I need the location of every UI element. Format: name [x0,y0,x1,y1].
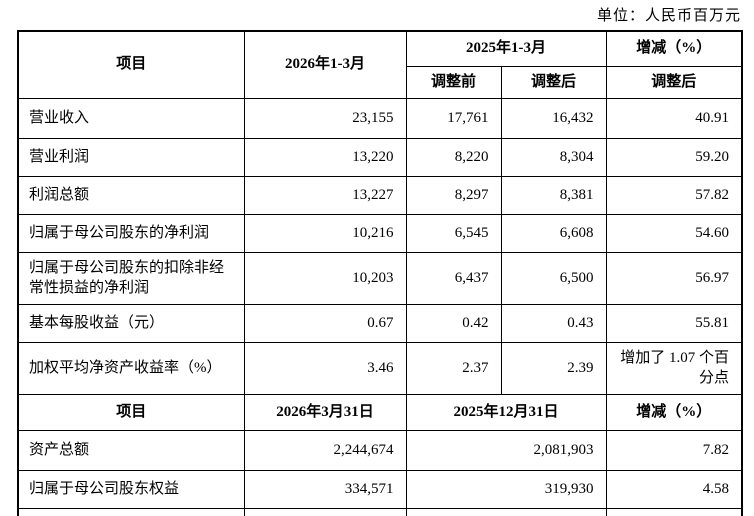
value-current: 334,571 [243,470,407,509]
value-change: 增加了 1.07 个百分点 [605,342,743,395]
value-prior: 2,081,903 [405,430,607,471]
table-row: 归属于母公司股东的扣除非经常性损益的净利润 10,203 6,437 6,500… [17,252,743,305]
value-current: 2,244,674 [243,430,407,471]
row-label: 资产总额 [17,430,245,471]
value-change: - [605,508,743,516]
value-before-adjust: 6,545 [405,214,502,253]
table-row: 归属于母公司股东权益 334,571 319,930 4.58 [17,470,743,509]
value-change: 40.91 [605,98,743,139]
value-after-adjust: 8,381 [500,176,607,215]
subheader-change-after-adjust: 调整后 [605,66,743,99]
table-row: 利润总额 13,227 8,297 8,381 57.82 [17,176,743,215]
value-change: 59.20 [605,138,743,177]
row-label: 总股本 [17,508,245,516]
header-2026-q1: 2026年1-3月 [243,30,407,99]
value-before-adjust: 6,437 [405,252,502,305]
table-row: 总股本 14,821 14,821 - [17,508,743,516]
table2-header-row: 项目 2026年3月31日 2025年12月31日 增减（%） [17,394,743,431]
value-2026: 3.46 [243,342,407,395]
header-2025-q1: 2025年1-3月 [405,30,607,67]
value-2026: 23,155 [243,98,407,139]
header-item: 项目 [17,30,245,99]
row-label: 归属于母公司股东权益 [17,470,245,509]
value-change: 54.60 [605,214,743,253]
table-row: 归属于母公司股东的净利润 10,216 6,545 6,608 54.60 [17,214,743,253]
row-label: 加权平均净资产收益率（%） [17,342,245,395]
table1-header-row-2: 调整前 调整后 调整后 [18,66,743,99]
financial-results-table: 项目 2026年1-3月 2025年1-3月 增减（%） 调整前 调整后 调整后… [17,30,743,516]
value-after-adjust: 8,304 [500,138,607,177]
value-after-adjust: 16,432 [500,98,607,139]
value-after-adjust: 6,608 [500,214,607,253]
subheader-before-adjust: 调整前 [405,66,502,99]
value-after-adjust: 2.39 [500,342,607,395]
header2-current-date: 2026年3月31日 [243,394,407,431]
unit-label: 单位：人民币百万元 [596,8,741,24]
value-2026: 0.67 [243,304,407,343]
value-before-adjust: 2.37 [405,342,502,395]
table-row: 营业收入 23,155 17,761 16,432 40.91 [17,98,743,139]
table-row: 基本每股收益（元） 0.67 0.42 0.43 55.81 [17,304,743,343]
header2-item: 项目 [17,394,245,431]
header2-change: 增减（%） [605,394,743,431]
value-change: 4.58 [605,470,743,509]
table-row: 营业利润 13,220 8,220 8,304 59.20 [17,138,743,177]
value-change: 56.97 [605,252,743,305]
table-row: 资产总额 2,244,674 2,081,903 7.82 [17,430,743,471]
value-2026: 13,227 [243,176,407,215]
value-change: 57.82 [605,176,743,215]
value-2026: 10,203 [243,252,407,305]
header2-prior-date: 2025年12月31日 [405,394,607,431]
value-after-adjust: 0.43 [500,304,607,343]
value-before-adjust: 8,297 [405,176,502,215]
value-prior: 319,930 [405,470,607,509]
header-change: 增减（%） [605,30,743,67]
value-current: 14,821 [243,508,407,516]
row-label: 利润总额 [17,176,245,215]
table-row: 加权平均净资产收益率（%） 3.46 2.37 2.39 增加了 1.07 个百… [17,342,743,395]
subheader-after-adjust: 调整后 [500,66,607,99]
row-label: 营业收入 [17,98,245,139]
value-prior: 14,821 [405,508,607,516]
value-change: 55.81 [605,304,743,343]
value-2026: 10,216 [243,214,407,253]
row-label: 归属于母公司股东的净利润 [17,214,245,253]
row-label: 基本每股收益（元） [17,304,245,343]
value-before-adjust: 8,220 [405,138,502,177]
value-before-adjust: 0.42 [405,304,502,343]
value-change: 7.82 [605,430,743,471]
value-before-adjust: 17,761 [405,98,502,139]
table1-header-row-1: 项目 2026年1-3月 2025年1-3月 增减（%） [17,30,743,99]
row-label: 营业利润 [17,138,245,177]
value-2026: 13,220 [243,138,407,177]
value-after-adjust: 6,500 [500,252,607,305]
row-label: 归属于母公司股东的扣除非经常性损益的净利润 [17,252,245,305]
